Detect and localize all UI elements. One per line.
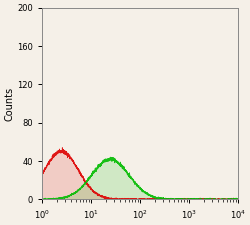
Y-axis label: Counts: Counts <box>4 86 14 121</box>
